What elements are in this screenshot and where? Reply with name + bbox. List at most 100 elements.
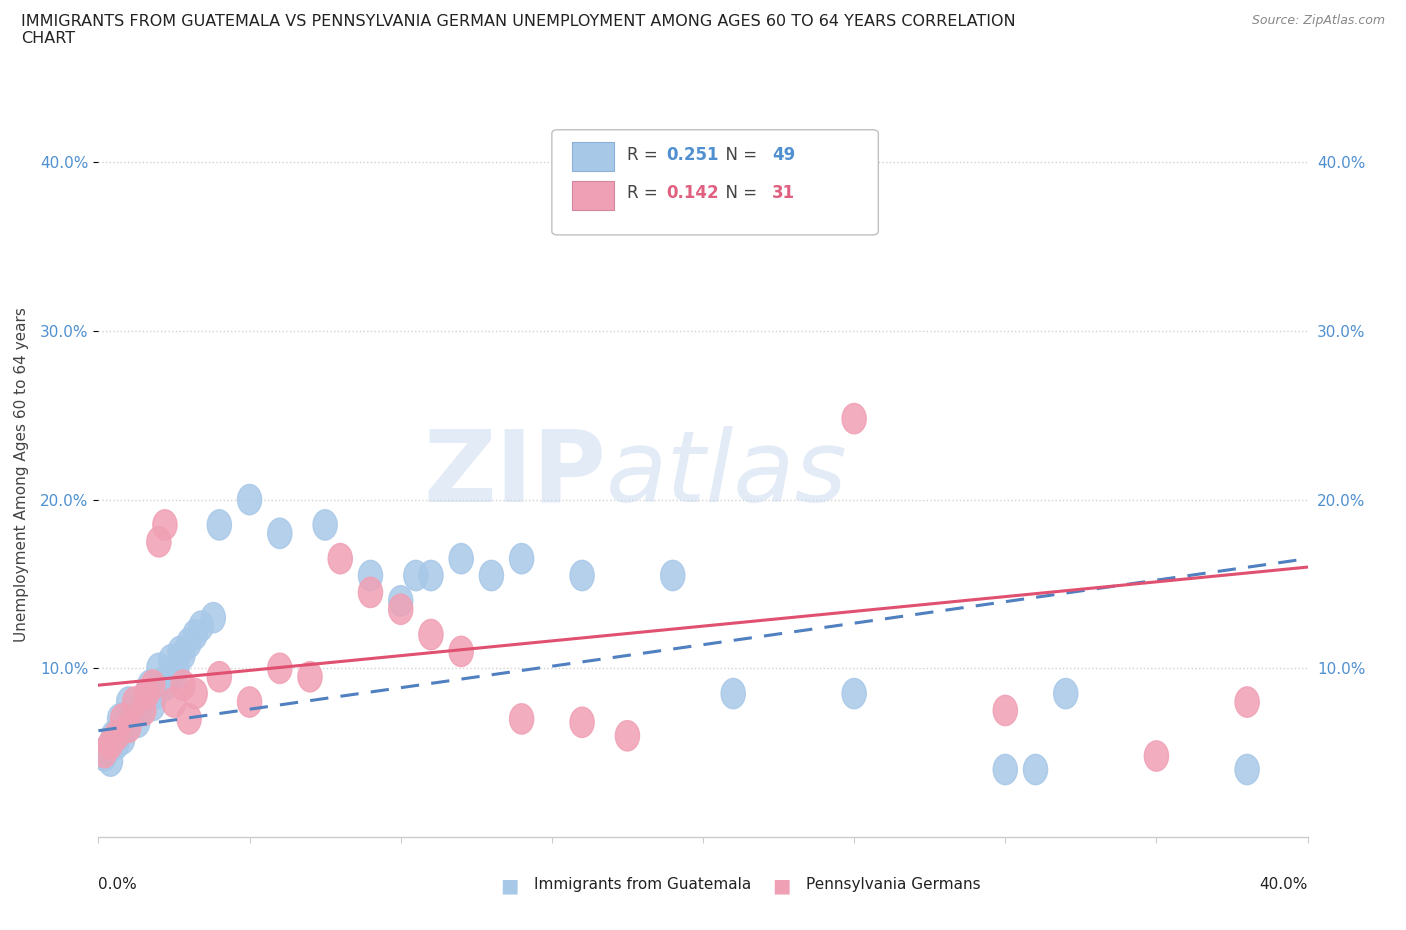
- Ellipse shape: [661, 561, 685, 591]
- Ellipse shape: [93, 741, 117, 771]
- Ellipse shape: [132, 687, 156, 717]
- Ellipse shape: [449, 543, 474, 574]
- Ellipse shape: [1024, 754, 1047, 785]
- FancyBboxPatch shape: [572, 142, 613, 171]
- Ellipse shape: [159, 644, 183, 675]
- Ellipse shape: [449, 636, 474, 667]
- Ellipse shape: [138, 670, 162, 700]
- Ellipse shape: [129, 696, 153, 725]
- Ellipse shape: [190, 611, 214, 642]
- Ellipse shape: [177, 704, 201, 734]
- Ellipse shape: [125, 707, 150, 737]
- Ellipse shape: [143, 678, 167, 709]
- Ellipse shape: [1234, 754, 1260, 785]
- Y-axis label: Unemployment Among Ages 60 to 64 years: Unemployment Among Ages 60 to 64 years: [14, 307, 30, 642]
- Ellipse shape: [314, 510, 337, 540]
- Ellipse shape: [117, 687, 141, 717]
- Text: atlas: atlas: [606, 426, 848, 523]
- Text: 49: 49: [772, 146, 796, 164]
- Ellipse shape: [479, 561, 503, 591]
- Ellipse shape: [1053, 678, 1078, 709]
- Ellipse shape: [388, 586, 413, 616]
- Ellipse shape: [238, 485, 262, 515]
- Ellipse shape: [111, 724, 135, 754]
- Text: Source: ZipAtlas.com: Source: ZipAtlas.com: [1251, 14, 1385, 27]
- Text: IMMIGRANTS FROM GUATEMALA VS PENNSYLVANIA GERMAN UNEMPLOYMENT AMONG AGES 60 TO 6: IMMIGRANTS FROM GUATEMALA VS PENNSYLVANI…: [21, 14, 1015, 46]
- Ellipse shape: [172, 670, 195, 700]
- Ellipse shape: [404, 561, 427, 591]
- Ellipse shape: [162, 687, 186, 717]
- Ellipse shape: [162, 661, 186, 692]
- Text: N =: N =: [716, 146, 762, 164]
- Ellipse shape: [177, 628, 201, 658]
- Text: 0.251: 0.251: [666, 146, 720, 164]
- Ellipse shape: [509, 704, 534, 734]
- Ellipse shape: [183, 619, 207, 650]
- Ellipse shape: [104, 721, 129, 751]
- Ellipse shape: [238, 687, 262, 717]
- Ellipse shape: [117, 712, 141, 742]
- Ellipse shape: [153, 510, 177, 540]
- Ellipse shape: [96, 734, 120, 764]
- Ellipse shape: [842, 404, 866, 433]
- FancyBboxPatch shape: [572, 180, 613, 209]
- Text: Immigrants from Guatemala: Immigrants from Guatemala: [534, 877, 751, 892]
- Ellipse shape: [111, 704, 135, 734]
- Ellipse shape: [359, 561, 382, 591]
- Ellipse shape: [165, 653, 188, 684]
- Ellipse shape: [842, 678, 866, 709]
- Text: 40.0%: 40.0%: [1260, 877, 1308, 892]
- Ellipse shape: [569, 561, 595, 591]
- Ellipse shape: [104, 729, 129, 760]
- Ellipse shape: [117, 700, 141, 731]
- Ellipse shape: [298, 661, 322, 692]
- Ellipse shape: [146, 653, 172, 684]
- Ellipse shape: [101, 721, 125, 751]
- Ellipse shape: [141, 690, 165, 721]
- Ellipse shape: [98, 746, 122, 777]
- Text: ■: ■: [772, 877, 790, 896]
- Ellipse shape: [207, 510, 232, 540]
- FancyBboxPatch shape: [551, 130, 879, 235]
- Ellipse shape: [1144, 741, 1168, 771]
- Ellipse shape: [167, 636, 193, 667]
- Text: ZIP: ZIP: [423, 426, 606, 523]
- Text: N =: N =: [716, 184, 762, 202]
- Ellipse shape: [993, 696, 1018, 725]
- Ellipse shape: [207, 661, 232, 692]
- Ellipse shape: [359, 578, 382, 607]
- Text: R =: R =: [627, 146, 662, 164]
- Ellipse shape: [153, 670, 177, 700]
- Ellipse shape: [98, 729, 122, 760]
- Ellipse shape: [135, 678, 159, 709]
- Ellipse shape: [721, 678, 745, 709]
- Ellipse shape: [267, 653, 292, 684]
- Ellipse shape: [141, 670, 165, 700]
- Ellipse shape: [419, 619, 443, 650]
- Text: ■: ■: [501, 877, 519, 896]
- Text: 0.142: 0.142: [666, 184, 720, 202]
- Ellipse shape: [419, 561, 443, 591]
- Text: Pennsylvania Germans: Pennsylvania Germans: [806, 877, 980, 892]
- Ellipse shape: [93, 737, 117, 768]
- Ellipse shape: [135, 678, 159, 709]
- Ellipse shape: [616, 721, 640, 751]
- Ellipse shape: [183, 678, 207, 709]
- Ellipse shape: [267, 518, 292, 549]
- Ellipse shape: [146, 526, 172, 557]
- Ellipse shape: [132, 696, 156, 725]
- Ellipse shape: [156, 661, 180, 692]
- Ellipse shape: [993, 754, 1018, 785]
- Text: R =: R =: [627, 184, 662, 202]
- Ellipse shape: [107, 704, 132, 734]
- Ellipse shape: [201, 603, 225, 633]
- Text: 0.0%: 0.0%: [98, 877, 138, 892]
- Ellipse shape: [328, 543, 353, 574]
- Ellipse shape: [172, 640, 195, 670]
- Ellipse shape: [122, 687, 146, 717]
- Ellipse shape: [509, 543, 534, 574]
- Ellipse shape: [388, 594, 413, 624]
- Ellipse shape: [569, 707, 595, 737]
- Ellipse shape: [122, 696, 146, 725]
- Ellipse shape: [114, 712, 138, 742]
